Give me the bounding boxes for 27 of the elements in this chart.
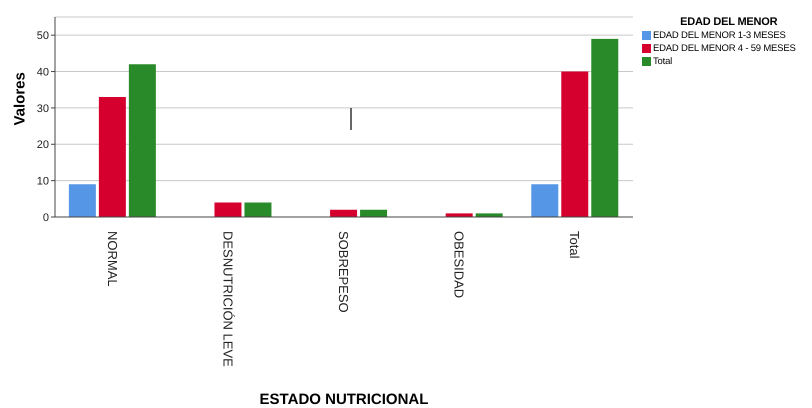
bar bbox=[244, 202, 272, 217]
y-tick-label: 0 bbox=[42, 212, 49, 224]
bar bbox=[591, 38, 618, 217]
legend-label: Total bbox=[653, 56, 672, 67]
legend-title: EDAD DEL MENOR bbox=[679, 16, 778, 28]
x-axis-title: ESTADO NUTRICIONAL bbox=[258, 391, 430, 408]
y-tick-label: 40 bbox=[36, 66, 49, 78]
x-tick-label: OBESIDAD bbox=[452, 231, 467, 298]
bar bbox=[214, 202, 242, 217]
y-tick-label: 20 bbox=[36, 139, 49, 152]
bar bbox=[561, 72, 588, 217]
x-tick-label: DESNUTRICIÓN LEVE bbox=[220, 231, 236, 368]
x-tick-label: NORMAL bbox=[104, 231, 120, 287]
x-tick-label: SOBREPESO bbox=[336, 231, 351, 313]
bar bbox=[330, 210, 358, 217]
bar bbox=[128, 64, 156, 217]
legend-label: EDAD DEL MENOR 1-3 MESES bbox=[653, 30, 786, 41]
legend-label: EDAD DEL MENOR 4 - 59 MESES bbox=[653, 43, 796, 54]
bar bbox=[531, 184, 558, 217]
bar bbox=[98, 97, 126, 217]
bar bbox=[68, 184, 96, 217]
y-tick-label: 50 bbox=[36, 30, 49, 42]
y-tick-label: 30 bbox=[36, 102, 49, 115]
bar bbox=[360, 210, 388, 217]
y-tick-label: 10 bbox=[36, 176, 49, 188]
y-axis-title: Valores bbox=[12, 72, 28, 126]
x-tick-label: Total bbox=[567, 231, 582, 259]
